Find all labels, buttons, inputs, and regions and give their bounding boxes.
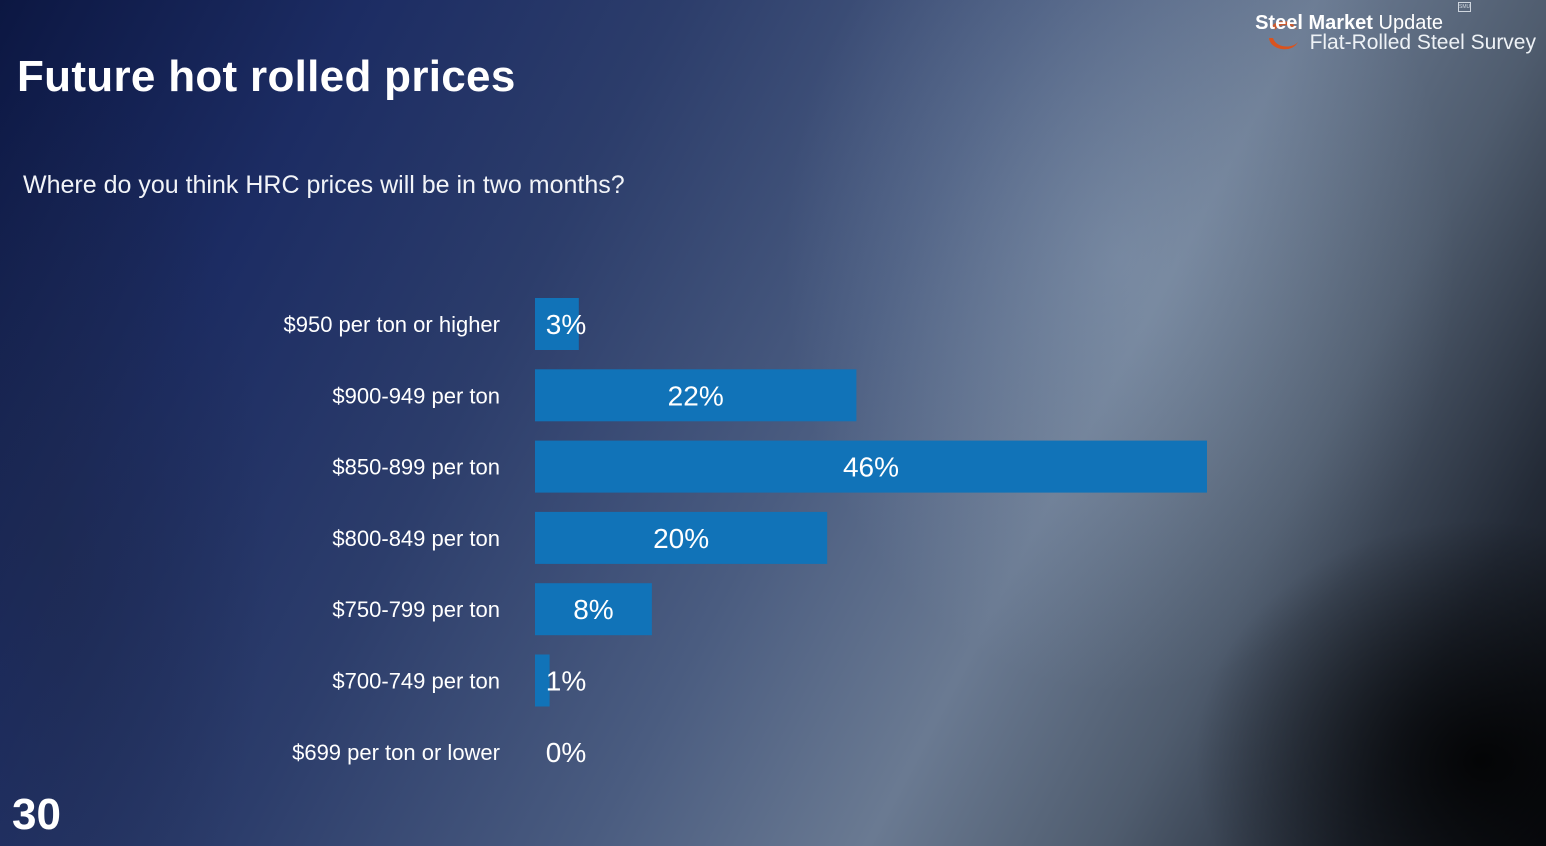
bar	[535, 511, 828, 564]
data-label: 3%	[546, 309, 586, 340]
brand-logo: Steel Market Update SMU Flat-Rolled Stee…	[1246, 2, 1536, 56]
logo-badge: SMU	[1458, 2, 1471, 12]
logo-brand-bold: Steel Market	[1255, 12, 1373, 34]
slide-title: Future hot rolled prices	[17, 52, 516, 101]
data-label: 46%	[843, 452, 899, 483]
data-label: 1%	[546, 666, 586, 697]
category-label: $750-799 per ton	[332, 597, 500, 622]
category-label: $700-749 per ton	[332, 669, 500, 694]
survey-question: Where do you think HRC prices will be in…	[23, 171, 625, 199]
category-label: $950 per ton or higher	[284, 312, 501, 337]
bar	[535, 583, 652, 636]
bar	[535, 654, 550, 707]
data-label: 8%	[573, 594, 613, 625]
logo-subtitle: Flat-Rolled Steel Survey	[1309, 31, 1536, 54]
logo-brand-light: Update	[1378, 12, 1444, 34]
bar	[535, 440, 1207, 493]
data-label: 22%	[668, 380, 724, 411]
category-label: $800-849 per ton	[332, 526, 500, 551]
page-number: 30	[12, 790, 61, 839]
logo-swoosh-icon	[1269, 21, 1298, 50]
category-label: $900-949 per ton	[332, 383, 500, 408]
logo-brand-name: Steel Market Update	[1255, 12, 1443, 35]
category-label: $699 per ton or lower	[292, 740, 500, 765]
data-label: 20%	[653, 523, 709, 554]
data-label: 0%	[546, 737, 586, 768]
bar	[535, 298, 579, 350]
bar	[535, 369, 857, 422]
category-label: $850-899 per ton	[332, 455, 500, 480]
